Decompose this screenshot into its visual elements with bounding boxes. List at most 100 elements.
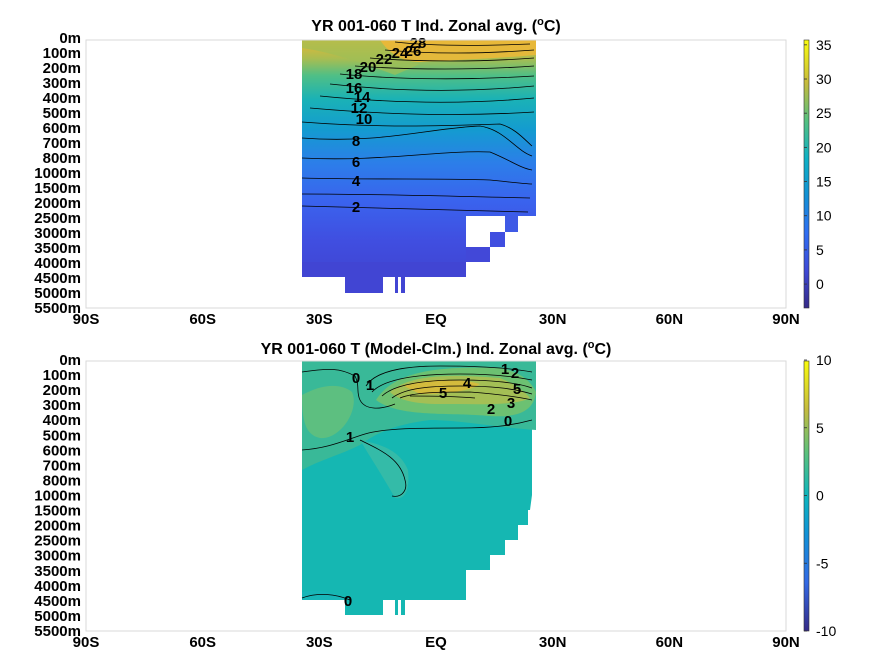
bottom-x-axis: 90S 60S 30S EQ 30N 60N 90N xyxy=(73,634,800,651)
bottom-data-field xyxy=(302,361,536,615)
contour-label: 0 xyxy=(352,370,360,387)
contour-label: 0 xyxy=(344,593,352,610)
y-tick-label: 4000m xyxy=(34,255,81,272)
y-tick-label: 300m xyxy=(43,397,81,414)
x-tick-label: 60N xyxy=(656,634,684,651)
colorbar-tick-label: 10 xyxy=(816,352,832,368)
y-tick-label: 1000m xyxy=(34,165,81,182)
y-tick-label: 2500m xyxy=(34,533,81,550)
y-tick-label: 4000m xyxy=(34,578,81,595)
top-contour-labels: 28 26 24 22 20 18 16 14 12 10 8 6 4 2 xyxy=(346,35,427,216)
colorbar-tick-label: 30 xyxy=(816,71,832,87)
bottom-y-axis: 0m100m200m300m400m500m600m700m800m1000m1… xyxy=(34,352,81,640)
y-tick-label: 100m xyxy=(43,367,81,384)
contour-label: 1 xyxy=(346,429,354,446)
bottom-contour-labels: 1 2 0 1 4 5 5 3 2 0 1 0 xyxy=(344,361,521,610)
y-tick-label: 500m xyxy=(43,427,81,444)
y-tick-label: 3500m xyxy=(34,563,81,580)
contour-label: 20 xyxy=(360,59,377,76)
top-colorbar-ticks: 35 30 25 20 15 10 5 0 xyxy=(804,37,832,292)
y-tick-label: 3500m xyxy=(34,240,81,257)
y-tick-label: 2500m xyxy=(34,210,81,227)
y-tick-label: 5500m xyxy=(34,623,81,640)
y-tick-label: 4500m xyxy=(34,593,81,610)
top-contours xyxy=(301,41,535,213)
top-plot-frame xyxy=(85,39,787,309)
x-tick-label: 30N xyxy=(539,311,567,328)
x-tick-label: 30S xyxy=(306,311,333,328)
y-tick-label: 600m xyxy=(43,442,81,459)
colorbar-tick-label: -10 xyxy=(816,623,836,639)
y-tick-label: 3000m xyxy=(34,225,81,242)
contour-label: 5 xyxy=(513,381,521,398)
y-tick-label: 400m xyxy=(43,90,81,107)
contour-label: 8 xyxy=(352,133,360,150)
contour-label: 12 xyxy=(351,100,368,117)
x-tick-label: 60N xyxy=(656,311,684,328)
y-tick-label: 5000m xyxy=(34,608,81,625)
contour-label: 2 xyxy=(487,401,495,418)
colorbar-tick-label: 15 xyxy=(816,174,832,190)
x-tick-label: 90S xyxy=(73,634,100,651)
x-tick-label: 30S xyxy=(306,634,333,651)
colorbar-tick-label: 0 xyxy=(816,276,824,292)
y-tick-label: 800m xyxy=(43,150,81,167)
contour-label: 4 xyxy=(352,173,361,190)
x-tick-label: 90S xyxy=(73,311,100,328)
y-tick-label: 200m xyxy=(43,382,81,399)
y-tick-label: 5500m xyxy=(34,300,81,317)
colorbar-tick-label: 5 xyxy=(816,420,824,436)
contour-label: 26 xyxy=(405,43,422,60)
y-tick-label: 400m xyxy=(43,412,81,429)
x-tick-label: 90N xyxy=(772,634,800,651)
top-chart-title: YR 001-060 T Ind. Zonal avg. (oC) xyxy=(311,16,560,35)
top-data-field xyxy=(302,40,548,293)
contour-label: 18 xyxy=(346,66,363,83)
bottom-contours xyxy=(301,365,533,601)
y-tick-label: 1500m xyxy=(34,503,81,520)
contour-label: 2 xyxy=(511,365,519,382)
y-tick-label: 1000m xyxy=(34,488,81,505)
bottom-colorbar-ticks: 10 5 0 -5 -10 xyxy=(804,352,836,639)
y-tick-label: 5000m xyxy=(34,285,81,302)
contour-label: 5 xyxy=(439,385,447,402)
colorbar-tick-label: -5 xyxy=(816,555,829,571)
contour-label: 3 xyxy=(507,395,515,412)
colorbar-tick-label: 5 xyxy=(816,242,824,258)
contour-label: 14 xyxy=(354,89,371,106)
top-chart: YR 001-060 T Ind. Zonal avg. (oC) xyxy=(34,16,832,328)
bottom-chart-title: YR 001-060 T (Model-Clm.) Ind. Zonal avg… xyxy=(261,339,612,358)
contour-label: 0 xyxy=(504,413,512,430)
colorbar-tick-label: 0 xyxy=(816,488,824,504)
x-tick-label: 30N xyxy=(539,634,567,651)
y-tick-label: 200m xyxy=(43,60,81,77)
contour-label: 1 xyxy=(366,377,374,394)
y-tick-label: 3000m xyxy=(34,548,81,565)
top-colorbar xyxy=(803,39,810,309)
y-tick-label: 0m xyxy=(59,30,81,47)
colorbar-tick-label: 10 xyxy=(816,208,832,224)
x-tick-label: 60S xyxy=(189,311,216,328)
y-tick-label: 500m xyxy=(43,105,81,122)
y-tick-label: 100m xyxy=(43,45,81,62)
bottom-chart: YR 001-060 T (Model-Clm.) Ind. Zonal avg… xyxy=(34,339,836,651)
bottom-plot-frame xyxy=(85,360,787,632)
x-tick-label: EQ xyxy=(425,311,447,328)
bottom-colorbar xyxy=(803,360,810,632)
y-tick-label: 0m xyxy=(59,352,81,369)
x-tick-label: 90N xyxy=(772,311,800,328)
contour-label: 4 xyxy=(463,375,472,392)
contour-label: 1 xyxy=(501,361,509,378)
top-x-axis: 90S 60S 30S EQ 30N 60N 90N xyxy=(73,311,800,328)
colorbar-tick-label: 35 xyxy=(816,37,832,53)
contour-label: 16 xyxy=(346,80,363,97)
contour-label: 2 xyxy=(352,199,360,216)
colorbar-tick-label: 25 xyxy=(816,105,832,121)
x-tick-label: EQ xyxy=(425,634,447,651)
y-tick-label: 300m xyxy=(43,75,81,92)
y-tick-label: 700m xyxy=(43,457,81,474)
y-tick-label: 1500m xyxy=(34,180,81,197)
contour-label: 22 xyxy=(376,51,393,68)
y-tick-label: 4500m xyxy=(34,270,81,287)
